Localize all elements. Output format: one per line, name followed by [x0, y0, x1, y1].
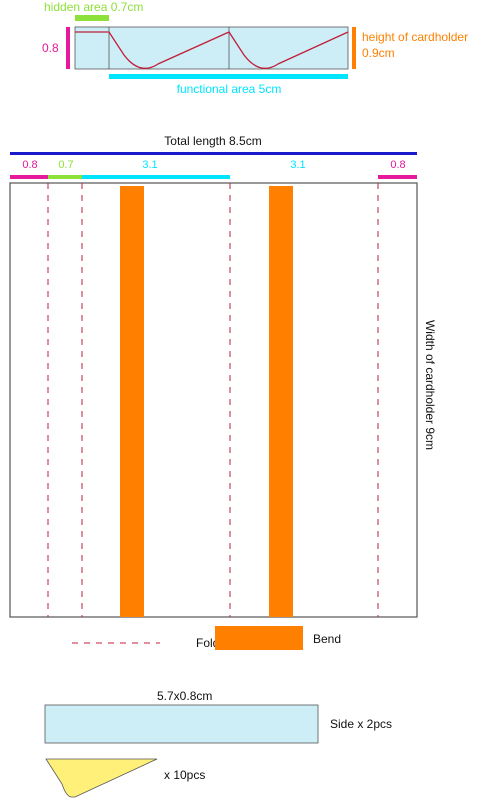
pattern-outline [9, 182, 418, 618]
triangle-piece [45, 758, 158, 798]
segment-bar-hidden [48, 175, 82, 179]
segment-bar-first [82, 175, 230, 179]
functional-area-bar [109, 74, 348, 79]
bend-legend-label: Bend [313, 632, 341, 646]
bend-legend-swatch [215, 626, 303, 650]
segment-label-first: 3.1 [142, 159, 157, 171]
segment-bar-left [10, 175, 48, 179]
right-height-bar [352, 27, 356, 69]
bend-bar [269, 186, 293, 617]
flat-pattern: Total length 8.5cm 0.8 0.7 3.1 3.1 0.8 W… [9, 134, 437, 618]
side-piece-dimension: 5.7x0.8cm [157, 689, 212, 703]
height-label-line1: height of cardholder [362, 30, 468, 44]
width-label: Width of cardholder 9cm [423, 320, 437, 450]
functional-area-label: functional area 5cm [177, 82, 282, 96]
profile-curve [75, 31, 349, 70]
bend-bar [120, 186, 144, 617]
segment-bar-right [378, 175, 417, 179]
fold-legend-label: Fold [196, 636, 219, 650]
segment-label-second: 3.1 [290, 159, 305, 171]
side-profile: hidden area 0.7cm 0.8 height of cardhold… [42, 0, 468, 96]
legend: Fold Bend [72, 626, 341, 650]
left-height-bar [66, 27, 70, 69]
side-piece-label: Side x 2pcs [330, 717, 392, 731]
parts: 5.7x0.8cm Side x 2pcs x 10pcs [44, 689, 392, 798]
hidden-area-label: hidden area 0.7cm [44, 0, 143, 14]
segment-label-right: 0.8 [390, 159, 405, 171]
triangle-piece-label: x 10pcs [164, 768, 205, 782]
segment-label-left: 0.8 [22, 159, 37, 171]
total-length-bar [10, 152, 417, 155]
total-length-label: Total length 8.5cm [164, 134, 261, 148]
side-piece [44, 704, 319, 744]
height-label-line2: 0.9cm [362, 46, 395, 60]
profile-panel [74, 26, 349, 70]
left-height-label: 0.8 [42, 41, 59, 55]
hidden-area-bar [75, 15, 109, 21]
segment-label-hidden: 0.7 [58, 159, 73, 171]
